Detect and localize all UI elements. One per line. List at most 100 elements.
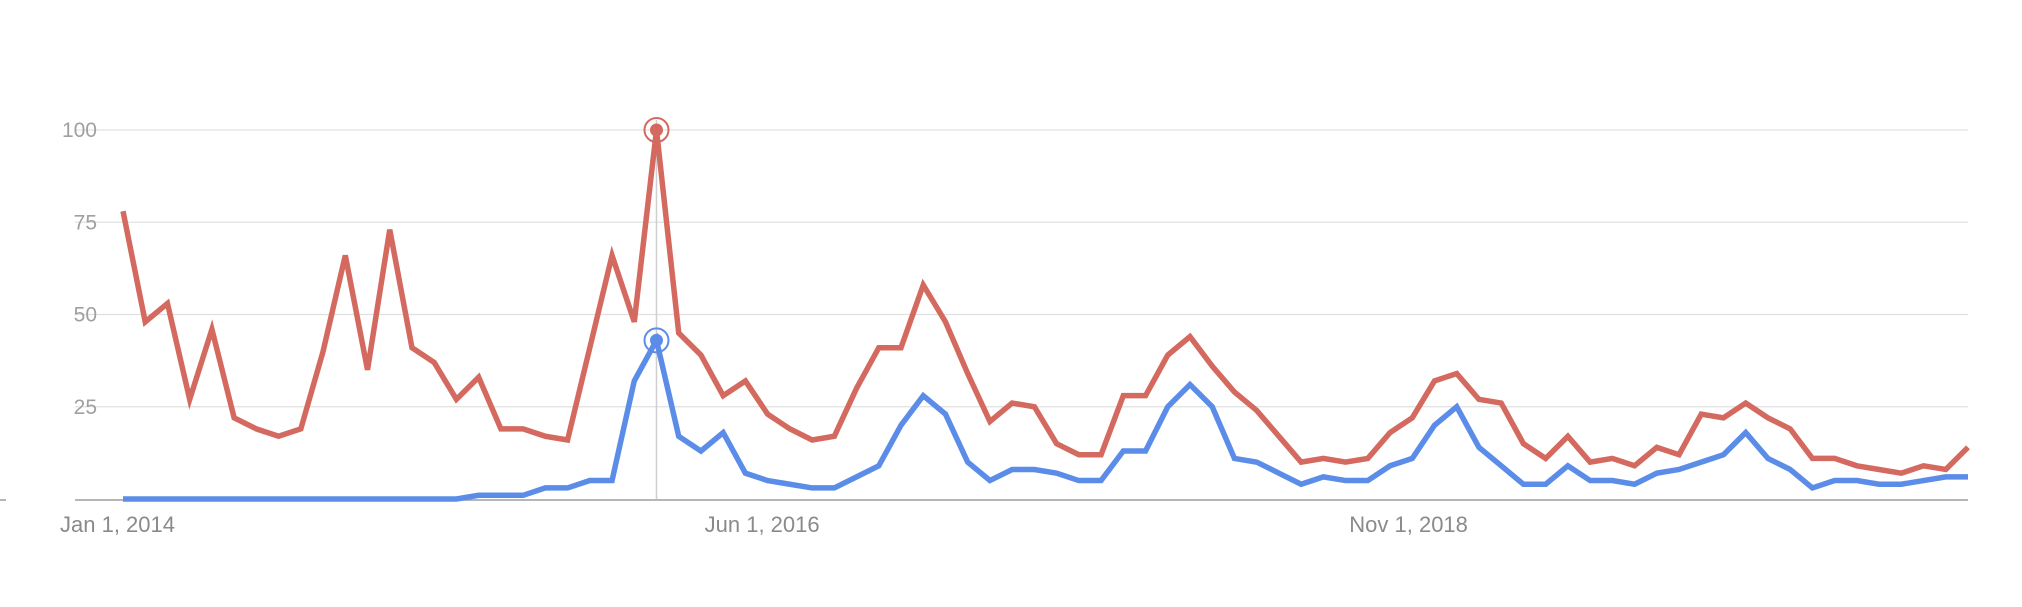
data-point[interactable] — [1654, 471, 1659, 476]
data-point[interactable] — [965, 371, 970, 376]
data-point[interactable] — [1788, 467, 1793, 472]
data-point[interactable] — [587, 478, 592, 483]
data-point[interactable] — [1454, 371, 1459, 376]
data-point[interactable] — [943, 412, 948, 417]
data-point[interactable] — [1721, 452, 1726, 457]
data-point[interactable] — [209, 327, 214, 332]
data-point[interactable] — [1210, 404, 1215, 409]
data-point[interactable] — [387, 497, 392, 502]
data-point[interactable] — [1254, 460, 1259, 465]
data-point[interactable] — [1921, 478, 1926, 483]
data-point[interactable] — [1521, 441, 1526, 446]
data-point[interactable] — [521, 426, 526, 431]
data-point[interactable] — [1321, 474, 1326, 479]
data-point[interactable] — [676, 330, 681, 335]
data-point[interactable] — [1565, 463, 1570, 468]
data-point[interactable] — [565, 485, 570, 490]
data-point[interactable] — [543, 434, 548, 439]
data-point[interactable] — [254, 426, 259, 431]
data-point[interactable] — [765, 478, 770, 483]
hover-marker-dot-1[interactable] — [649, 123, 663, 137]
data-point[interactable] — [1899, 471, 1904, 476]
data-point[interactable] — [832, 434, 837, 439]
data-point[interactable] — [1010, 467, 1015, 472]
data-point[interactable] — [1966, 474, 1971, 479]
data-point[interactable] — [187, 497, 192, 502]
data-point[interactable] — [832, 485, 837, 490]
data-point[interactable] — [1699, 460, 1704, 465]
data-point[interactable] — [1121, 393, 1126, 398]
data-point[interactable] — [1943, 474, 1948, 479]
data-point[interactable] — [698, 449, 703, 454]
data-point[interactable] — [1677, 452, 1682, 457]
data-point[interactable] — [921, 282, 926, 287]
data-point[interactable] — [165, 497, 170, 502]
data-point[interactable] — [165, 301, 170, 306]
data-point[interactable] — [965, 460, 970, 465]
data-point[interactable] — [787, 426, 792, 431]
data-point[interactable] — [276, 497, 281, 502]
data-point[interactable] — [432, 360, 437, 365]
data-point[interactable] — [1276, 471, 1281, 476]
data-point[interactable] — [1432, 378, 1437, 383]
data-point[interactable] — [810, 437, 815, 442]
data-point[interactable] — [1632, 482, 1637, 487]
data-point[interactable] — [1187, 334, 1192, 339]
data-point[interactable] — [721, 430, 726, 435]
data-point[interactable] — [1410, 456, 1415, 461]
data-point[interactable] — [1454, 404, 1459, 409]
data-point[interactable] — [1121, 449, 1126, 454]
data-point[interactable] — [254, 497, 259, 502]
data-point[interactable] — [409, 345, 414, 350]
data-point[interactable] — [543, 485, 548, 490]
data-point[interactable] — [1143, 449, 1148, 454]
data-point[interactable] — [1499, 401, 1504, 406]
data-point[interactable] — [943, 319, 948, 324]
data-point[interactable] — [1299, 460, 1304, 465]
data-point[interactable] — [321, 497, 326, 502]
data-point[interactable] — [1588, 460, 1593, 465]
data-point[interactable] — [587, 345, 592, 350]
data-point[interactable] — [1165, 353, 1170, 358]
data-point[interactable] — [276, 434, 281, 439]
data-point[interactable] — [476, 375, 481, 380]
data-point[interactable] — [854, 386, 859, 391]
data-point[interactable] — [387, 227, 392, 232]
data-point[interactable] — [1054, 471, 1059, 476]
data-point[interactable] — [1743, 401, 1748, 406]
data-point[interactable] — [1076, 478, 1081, 483]
data-point[interactable] — [1476, 397, 1481, 402]
data-point[interactable] — [321, 349, 326, 354]
data-point[interactable] — [1565, 434, 1570, 439]
data-point[interactable] — [698, 353, 703, 358]
data-point[interactable] — [298, 497, 303, 502]
data-point[interactable] — [1076, 452, 1081, 457]
data-point[interactable] — [1877, 482, 1882, 487]
data-point[interactable] — [121, 209, 126, 214]
data-point[interactable] — [610, 253, 615, 258]
data-point[interactable] — [1010, 401, 1015, 406]
data-point[interactable] — [365, 367, 370, 372]
data-point[interactable] — [1921, 463, 1926, 468]
data-point[interactable] — [565, 437, 570, 442]
data-point[interactable] — [1943, 467, 1948, 472]
data-point[interactable] — [409, 497, 414, 502]
data-point[interactable] — [1966, 445, 1971, 450]
data-point[interactable] — [1143, 393, 1148, 398]
data-point[interactable] — [1054, 441, 1059, 446]
data-point[interactable] — [1165, 404, 1170, 409]
data-point[interactable] — [921, 393, 926, 398]
data-point[interactable] — [632, 319, 637, 324]
data-point[interactable] — [899, 423, 904, 428]
data-point[interactable] — [1343, 478, 1348, 483]
data-point[interactable] — [1476, 445, 1481, 450]
data-point[interactable] — [1254, 408, 1259, 413]
data-point[interactable] — [365, 497, 370, 502]
data-point[interactable] — [1632, 463, 1637, 468]
data-point[interactable] — [143, 497, 148, 502]
data-point[interactable] — [521, 493, 526, 498]
data-point[interactable] — [343, 497, 348, 502]
data-point[interactable] — [1899, 482, 1904, 487]
data-point[interactable] — [899, 345, 904, 350]
data-point[interactable] — [1521, 482, 1526, 487]
